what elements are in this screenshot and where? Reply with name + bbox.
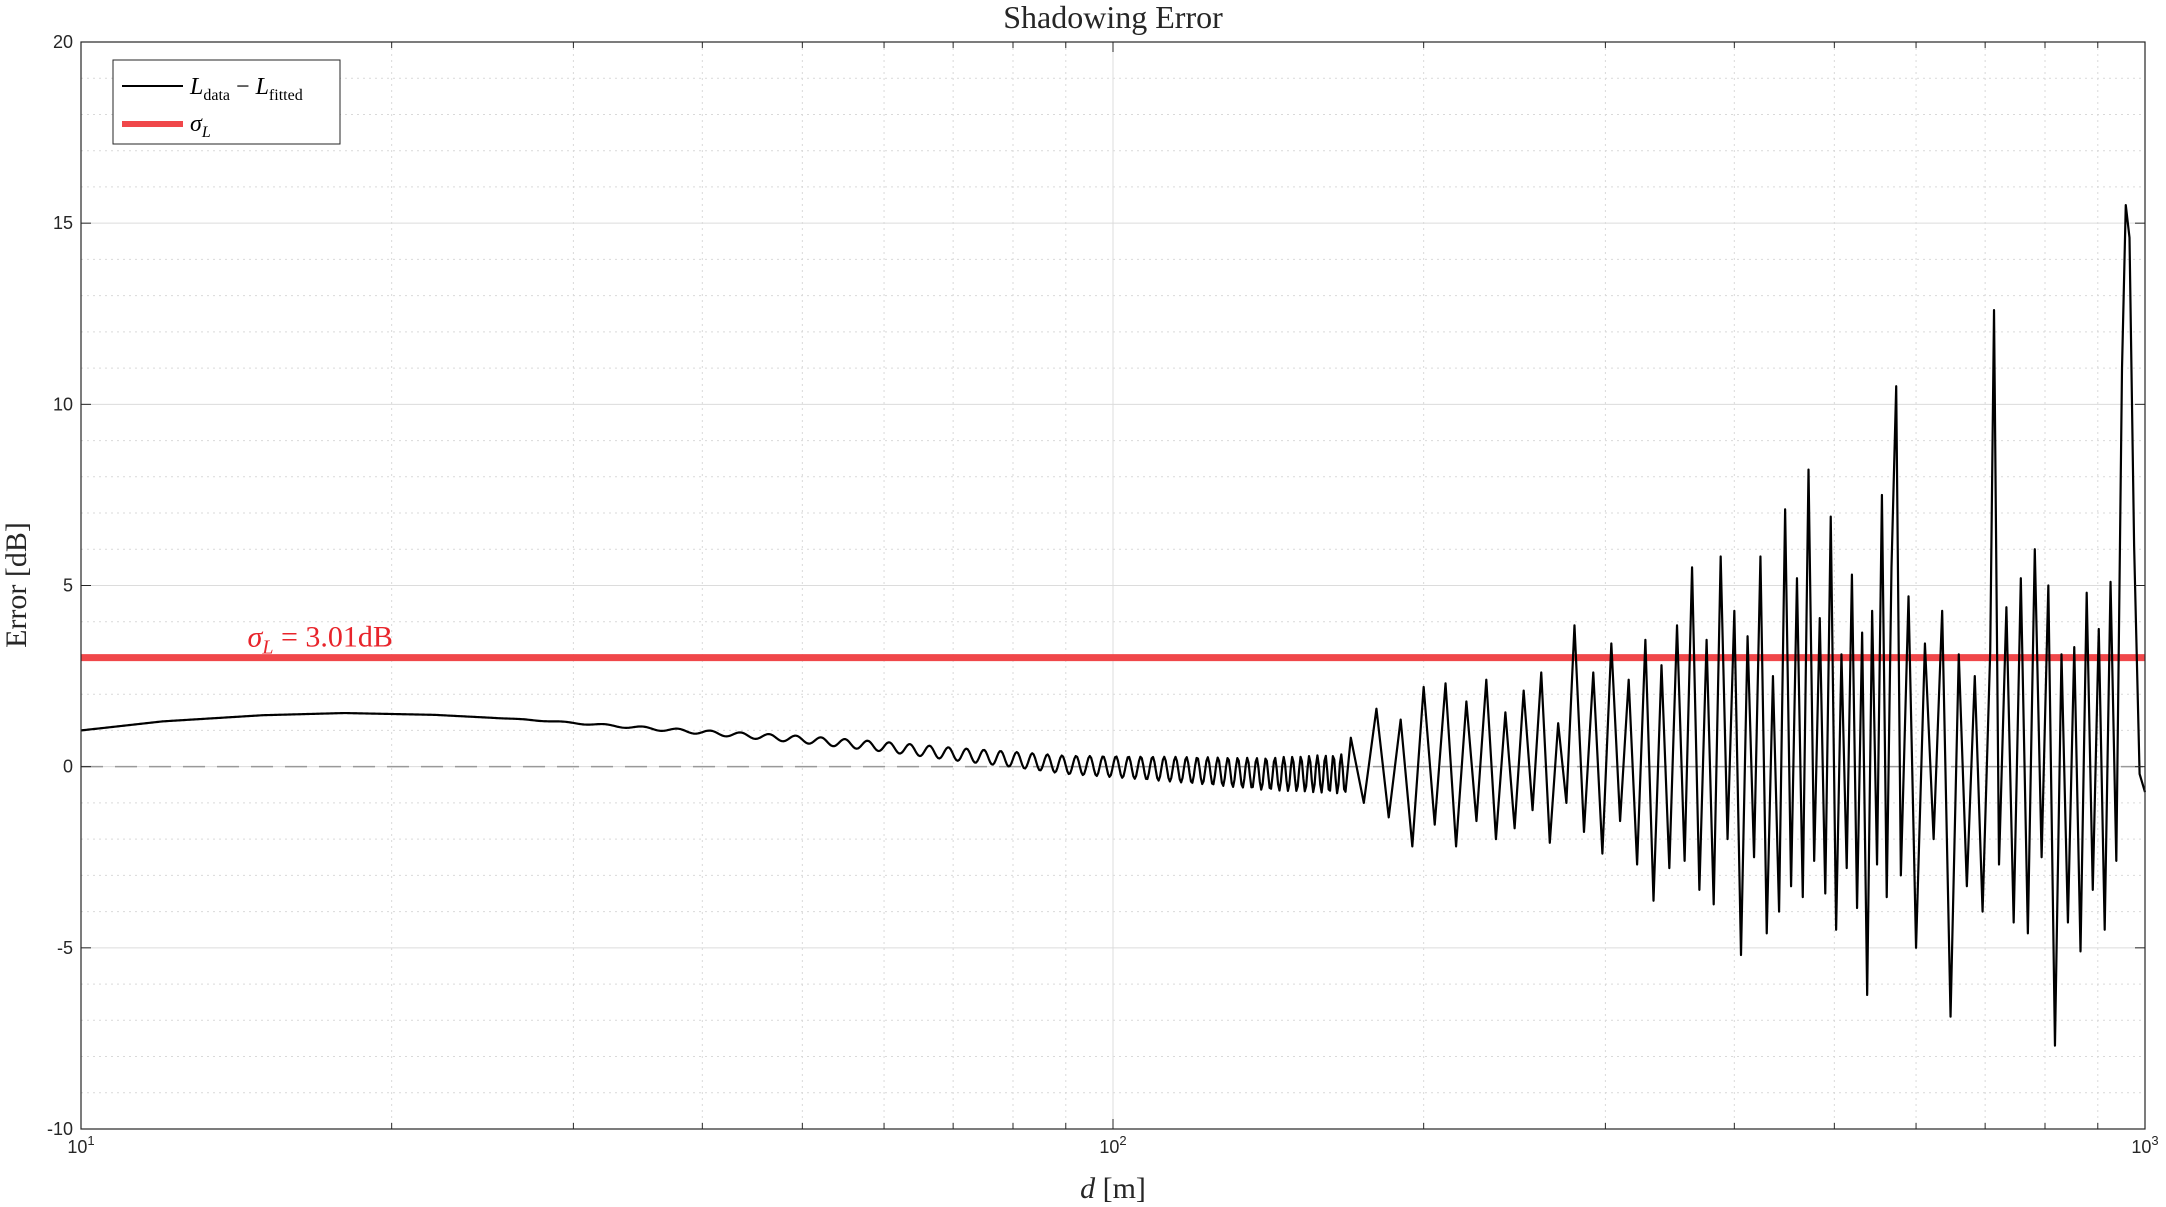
y-tick-label: -10 — [47, 1119, 73, 1139]
x-tick-labels: 101 102 103 — [67, 1133, 2158, 1157]
legend-label-sigma: σL — [190, 111, 211, 141]
x-tick-label: 101 — [67, 1133, 94, 1157]
y-tick-label: 20 — [53, 32, 73, 52]
y-tick-labels: -10 -5 0 5 10 15 20 — [47, 32, 73, 1139]
y-tick-label: -5 — [57, 938, 73, 958]
x-axis-title: d [m] — [1080, 1172, 1146, 1205]
legend-box — [112, 59, 341, 145]
y-tick-label: 0 — [63, 757, 73, 777]
annotation-layer: σL = 3.01dB — [248, 621, 393, 659]
chart-title: Shadowing Error — [1003, 0, 1223, 35]
series-layer — [80, 203, 2147, 1047]
y-axis-title: Error [dB] — [0, 522, 33, 648]
sigma-annotation: σL = 3.01dB — [248, 621, 393, 659]
legend-label-data: Ldata − Lfitted — [189, 74, 303, 104]
y-tick-label: 15 — [53, 213, 73, 233]
series-line-error — [80, 203, 2147, 1047]
tick-marks — [80, 41, 2146, 1130]
y-tick-label: 5 — [63, 576, 73, 596]
x-tick-label: 103 — [2131, 1133, 2158, 1157]
legend: Ldata − Lfitted σL — [112, 59, 341, 145]
x-tick-label: 102 — [1099, 1133, 1126, 1157]
y-tick-label: 10 — [53, 394, 73, 414]
